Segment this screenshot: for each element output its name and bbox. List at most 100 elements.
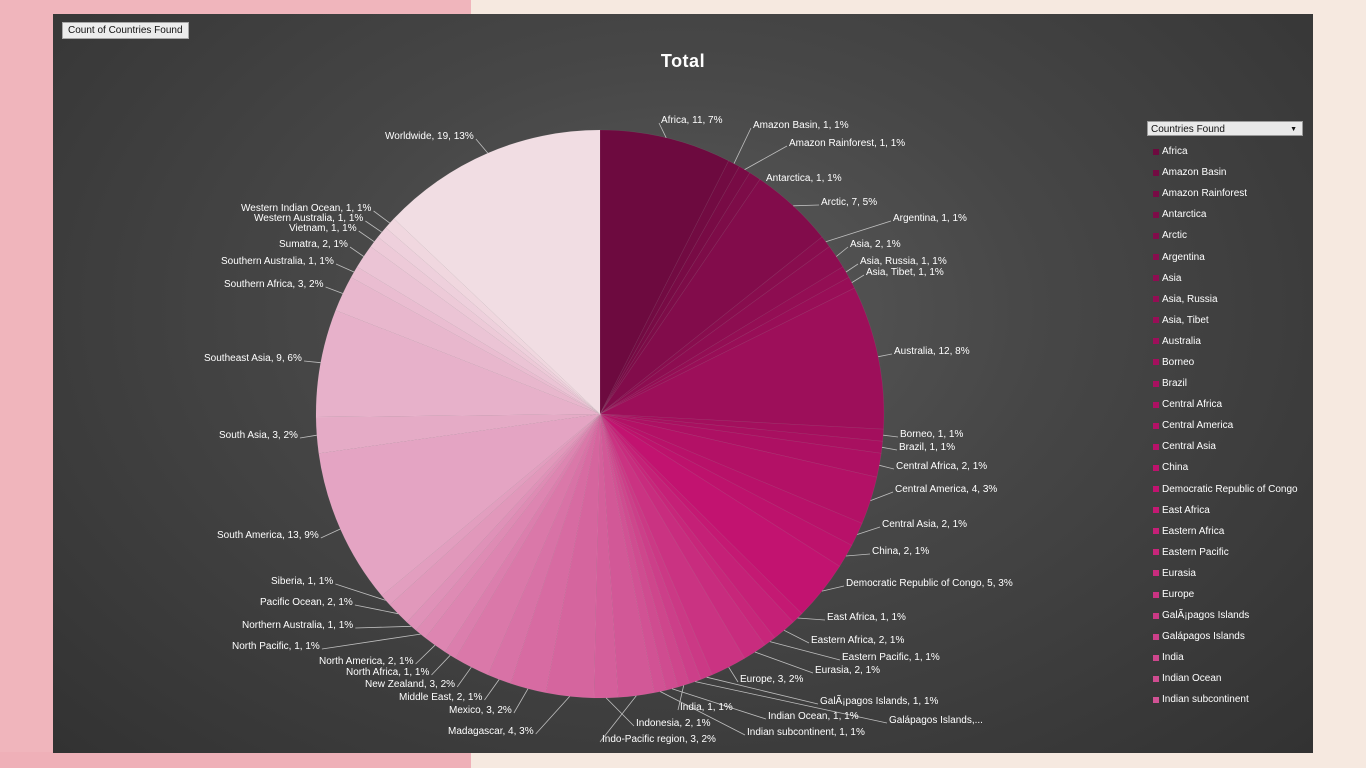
leader-line-south-asia: [299, 434, 317, 439]
data-label-vietnam: Vietnam, 1, 1%: [289, 223, 357, 234]
legend-item-democratic-republic-of-congo[interactable]: Democratic Republic of Congo: [1153, 479, 1313, 500]
leader-line-east-africa: [797, 617, 826, 621]
legend-item-eastern-africa[interactable]: Eastern Africa: [1153, 521, 1313, 542]
leader-line-arctic: [793, 204, 820, 207]
pie-slice-asia-tibet[interactable]: [599, 276, 855, 415]
legend-item-indian-subcontinent[interactable]: Indian subcontinent: [1153, 689, 1313, 710]
pie-slice-argentina[interactable]: [599, 236, 830, 415]
leader-line-madagascar: [535, 696, 570, 735]
pie-slice-central-asia[interactable]: [599, 413, 863, 546]
pie-slice-east-africa[interactable]: [599, 413, 803, 623]
pie-slice-arctic[interactable]: [599, 178, 823, 415]
legend-item-asia-russia[interactable]: Asia, Russia: [1153, 289, 1313, 310]
data-label-australia: Australia, 12, 8%: [894, 346, 970, 357]
pie-slice-pacific-ocean[interactable]: [389, 413, 601, 623]
legend-item-east-africa[interactable]: East Africa: [1153, 500, 1313, 521]
pie-slice-central-america[interactable]: [599, 413, 878, 524]
legend-item-eurasia[interactable]: Eurasia: [1153, 563, 1313, 584]
pie-slice-western-australia[interactable]: [377, 227, 601, 415]
pie-slice-worldwide[interactable]: [393, 129, 601, 415]
legend: Africa Amazon Basin Amazon Rainforest Antar…: [1153, 141, 1313, 711]
data-label-east-africa: East Africa, 1, 1%: [827, 612, 906, 623]
pie-slice-antarctica[interactable]: [599, 172, 761, 415]
legend-item-gal-pagos-islands[interactable]: Galápagos Islands: [1153, 626, 1313, 647]
legend-label: Indian Ocean: [1162, 673, 1222, 685]
legend-item-borneo[interactable]: Borneo: [1153, 352, 1313, 373]
legend-item-arctic[interactable]: Arctic: [1153, 225, 1313, 246]
pie-slice-vietnam[interactable]: [370, 236, 601, 415]
legend-item-asia[interactable]: Asia: [1153, 268, 1313, 289]
legend-swatch: [1153, 633, 1159, 640]
data-label-borneo: Borneo, 1, 1%: [900, 429, 963, 440]
legend-item-central-africa[interactable]: Central Africa: [1153, 394, 1313, 415]
data-label-siberia: Siberia, 1, 1%: [271, 576, 333, 587]
pie-slice-china[interactable]: [599, 413, 853, 567]
pie-slice-madagascar[interactable]: [545, 413, 601, 699]
data-label-central-america: Central America, 4, 3%: [895, 484, 997, 495]
background-strip: [0, 752, 471, 768]
legend-item-amazon-rainforest[interactable]: Amazon Rainforest: [1153, 183, 1313, 204]
data-label-eurasia: Eurasia, 2, 1%: [815, 665, 880, 676]
legend-item-brazil[interactable]: Brazil: [1153, 373, 1313, 394]
legend-item-argentina[interactable]: Argentina: [1153, 246, 1313, 267]
leader-line-mexico: [513, 688, 529, 714]
legend-item-antarctica[interactable]: Antarctica: [1153, 204, 1313, 225]
legend-item-australia[interactable]: Australia: [1153, 331, 1313, 352]
leader-line-brazil: [881, 446, 898, 451]
legend-label: Eurasia: [1162, 567, 1196, 579]
pie-slice-southern-australia[interactable]: [350, 266, 601, 415]
data-label-north-america: North America, 2, 1%: [319, 656, 414, 667]
legend-label: Amazon Rainforest: [1162, 188, 1248, 200]
leader-line-siberia: [335, 583, 386, 601]
field-button-count-of-countries-found[interactable]: Count of Countries Found: [62, 22, 189, 39]
pie-slice-eastern-pacific[interactable]: [599, 413, 776, 646]
legend-label: Amazon Basin: [1162, 167, 1227, 179]
leader-line-south-america: [320, 528, 341, 539]
legend-label: Galápagos Islands: [1162, 631, 1245, 643]
pie-slice-southern-africa[interactable]: [335, 276, 601, 415]
pie-slice-eastern-africa[interactable]: [599, 413, 794, 639]
pie-slice-australia[interactable]: [598, 287, 885, 430]
legend-swatch: [1153, 486, 1159, 493]
data-label-amazon-basin: Amazon Basin, 1, 1%: [753, 120, 849, 131]
leader-line-eastern-pacific: [769, 641, 841, 661]
legend-label: Argentina: [1162, 251, 1205, 263]
leader-line-new-zealand: [456, 666, 472, 688]
pie-slice-south-america[interactable]: [318, 413, 602, 597]
leader-line-central-asia: [857, 526, 881, 535]
pie-slice-siberia[interactable]: [381, 413, 601, 606]
legend-label: Asia: [1162, 272, 1182, 284]
legend-item-china[interactable]: China: [1153, 457, 1313, 478]
data-label-northern-australia: Northern Australia, 1, 1%: [242, 620, 353, 631]
legend-item-amazon-basin[interactable]: Amazon Basin: [1153, 162, 1313, 183]
legend-swatch: [1153, 169, 1159, 176]
pie-slice-middle-east[interactable]: [487, 413, 601, 684]
legend-swatch: [1153, 675, 1159, 682]
pie-slice-europe[interactable]: [599, 413, 746, 676]
pie-slice-north-america[interactable]: [424, 413, 601, 653]
data-label-madagascar: Madagascar, 4, 3%: [448, 726, 534, 737]
legend-label: GalÃ¡pagos Islands: [1162, 610, 1250, 622]
legend-filter-dropdown[interactable]: Countries Found ▼: [1147, 121, 1303, 136]
legend-item-europe[interactable]: Europe: [1153, 584, 1313, 605]
pie-slice-asia-russia[interactable]: [599, 266, 850, 415]
leader-line-gal-pagos-islands: [695, 681, 888, 724]
legend-item-eastern-pacific[interactable]: Eastern Pacific: [1153, 542, 1313, 563]
pie-slice-north-africa[interactable]: [444, 413, 601, 659]
pie-slice-new-zealand[interactable]: [454, 413, 601, 676]
legend-item-asia-tibet[interactable]: Asia, Tibet: [1153, 310, 1313, 331]
legend-item-gal-pagos-islands[interactable]: GalÃ¡pagos Islands: [1153, 605, 1313, 626]
legend-item-central-america[interactable]: Central America: [1153, 415, 1313, 436]
pie-slice-indo-pacific-region[interactable]: [599, 413, 655, 698]
legend-item-india[interactable]: India: [1153, 647, 1313, 668]
pie-slice-india[interactable]: [599, 413, 690, 688]
legend-item-indian-ocean[interactable]: Indian Ocean: [1153, 668, 1313, 689]
data-label-western-australia: Western Australia, 1, 1%: [254, 213, 363, 224]
pie-slice-northern-australia[interactable]: [406, 413, 601, 631]
data-label-central-africa: Central Africa, 2, 1%: [896, 461, 987, 472]
legend-label: Borneo: [1162, 356, 1195, 368]
legend-item-central-asia[interactable]: Central Asia: [1153, 436, 1313, 457]
pie-slice-amazon-basin[interactable]: [599, 160, 740, 415]
pie-slice-gal-pagos-islands[interactable]: [599, 413, 713, 680]
legend-item-africa[interactable]: Africa: [1153, 141, 1313, 162]
